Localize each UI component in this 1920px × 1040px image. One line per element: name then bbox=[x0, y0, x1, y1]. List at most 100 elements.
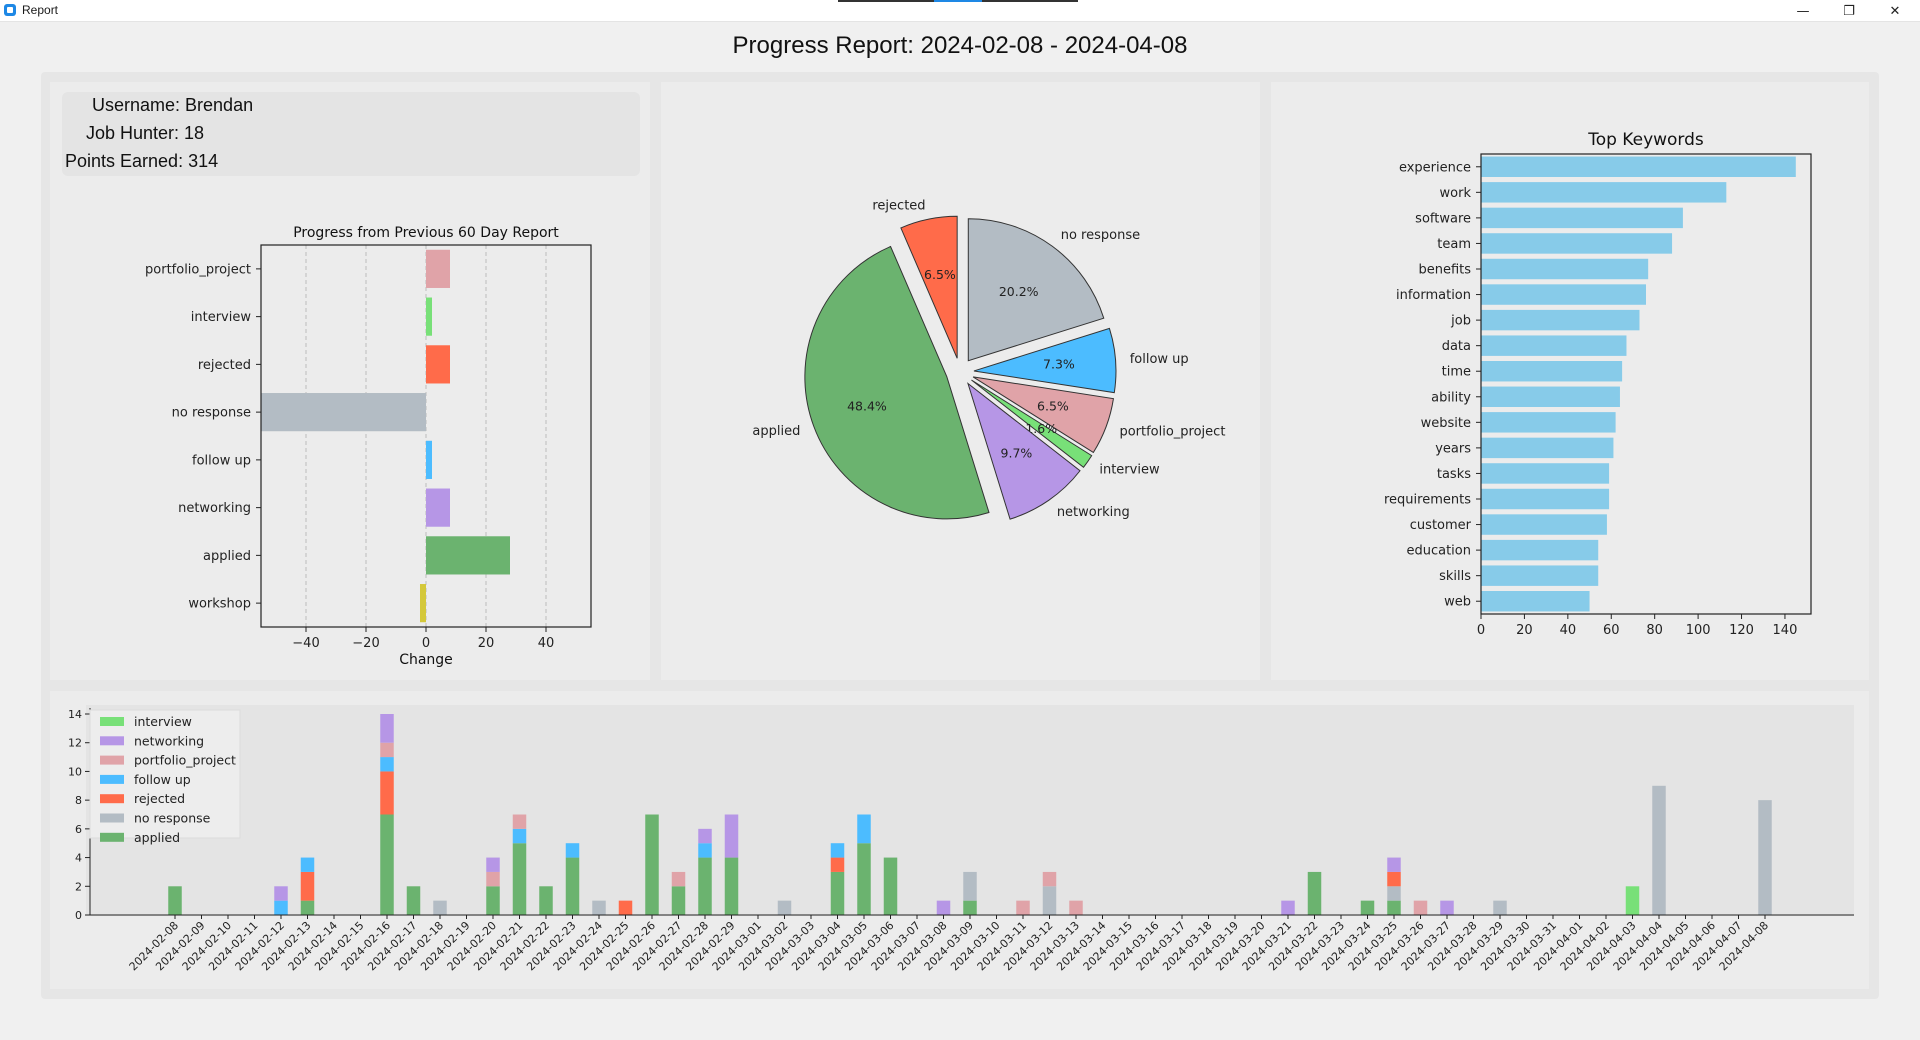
keyword-bar bbox=[1481, 539, 1599, 561]
restore-button[interactable]: ❐ bbox=[1826, 0, 1872, 22]
keyword-label: experience bbox=[1399, 160, 1471, 175]
report-title: Progress Report: 2024-02-08 - 2024-04-08 bbox=[732, 32, 1188, 59]
timeline-bar-segment bbox=[1360, 900, 1375, 915]
keyword-chart-title: Top Keywords bbox=[1587, 130, 1704, 150]
keyword-bar bbox=[1481, 284, 1646, 305]
legend-label: applied bbox=[134, 830, 180, 845]
keyword-bar bbox=[1481, 182, 1727, 203]
pie-percent-label: 7.3% bbox=[1043, 357, 1075, 372]
timeline-bar-segment bbox=[300, 871, 315, 901]
pie-slice-label: rejected bbox=[872, 198, 925, 213]
keyword-bar bbox=[1481, 412, 1616, 433]
close-button[interactable]: ✕ bbox=[1872, 0, 1918, 22]
timeline-ytick-label: 8 bbox=[75, 794, 82, 807]
progress-axes-frame bbox=[260, 244, 592, 628]
keyword-label: education bbox=[1406, 544, 1471, 559]
legend-label: interview bbox=[134, 714, 192, 729]
pie-slice bbox=[804, 245, 990, 520]
pie-percent-label: 48.4% bbox=[847, 398, 887, 413]
timeline-ytick-label: 12 bbox=[68, 737, 82, 750]
progress-xtick-label: −40 bbox=[292, 636, 319, 651]
keyword-xtick-label: 60 bbox=[1603, 623, 1620, 638]
timeline-bar-segment bbox=[486, 871, 500, 887]
progress-bar bbox=[420, 584, 426, 623]
progress-chart-title: Progress from Previous 60 Day Report bbox=[293, 225, 559, 241]
legend-swatch bbox=[100, 774, 124, 784]
timeline-bar-segment bbox=[1413, 900, 1428, 915]
timeline-bar-segment bbox=[857, 814, 871, 844]
timeline-bar-segment bbox=[565, 857, 580, 915]
keyword-xtick-label: 100 bbox=[1686, 623, 1711, 638]
timeline-bar-segment bbox=[963, 900, 977, 915]
keyword-xtick-label: 120 bbox=[1729, 623, 1754, 638]
legend-label: rejected bbox=[134, 791, 185, 806]
progress-category-label: no response bbox=[172, 406, 251, 421]
progress-category-label: rejected bbox=[198, 358, 251, 373]
pie-percent-label: 9.7% bbox=[1001, 446, 1033, 461]
timeline-bar-segment bbox=[1281, 900, 1295, 915]
timeline-bar-segment bbox=[1440, 900, 1454, 915]
keyword-bar bbox=[1481, 309, 1640, 331]
legend-label: portfolio_project bbox=[134, 753, 236, 768]
timeline-bar-segment bbox=[380, 814, 394, 915]
timeline-ytick-label: 14 bbox=[68, 708, 82, 721]
timeline-bar-segment bbox=[380, 771, 394, 815]
keyword-xtick-label: 80 bbox=[1646, 623, 1663, 638]
progress-bar bbox=[426, 536, 510, 575]
pie-slice-label: follow up bbox=[1130, 352, 1189, 367]
progress-category-label: workshop bbox=[188, 597, 251, 612]
timeline-bar-segment bbox=[1042, 871, 1057, 887]
timeline-bar-segment bbox=[380, 714, 394, 743]
timeline-bar-segment bbox=[592, 900, 606, 915]
minimize-button[interactable]: — bbox=[1780, 0, 1826, 22]
progress-bar bbox=[426, 345, 450, 384]
timeline-bar-segment bbox=[274, 886, 288, 901]
timeline-bar-segment bbox=[1069, 900, 1083, 915]
pie-slice bbox=[971, 379, 1093, 468]
timeline-bar-segment bbox=[724, 857, 739, 915]
timeline-bar-segment bbox=[857, 843, 871, 915]
progress-chart: −40 −20 0 20 40 portfolio_project interview rej… bbox=[145, 225, 592, 668]
rank-label: Job Hunter: 18 bbox=[86, 123, 205, 143]
keyword-label: ability bbox=[1431, 390, 1471, 405]
keyword-label: information bbox=[1396, 288, 1471, 303]
progress-xtick-label: −20 bbox=[352, 636, 379, 651]
keyword-label: software bbox=[1415, 211, 1471, 226]
pie-slice-label: portfolio_project bbox=[1119, 425, 1225, 440]
timeline-bar-segment bbox=[433, 900, 447, 915]
user-info-box: Username: Brendan Job Hunter: 18 Points … bbox=[62, 92, 640, 176]
keyword-xtick-label: 140 bbox=[1773, 623, 1798, 638]
pie-slice-label: applied bbox=[752, 424, 800, 439]
pie-slice bbox=[967, 382, 1081, 520]
keyword-bar bbox=[1481, 258, 1649, 280]
window-titlebar: Report — ❐ ✕ bbox=[0, 0, 1920, 22]
keyword-bar bbox=[1481, 361, 1623, 382]
progress-bar bbox=[426, 440, 432, 479]
timeline-ytick-label: 2 bbox=[75, 880, 82, 893]
timeline-bar-segment bbox=[1016, 900, 1030, 915]
legend-swatch bbox=[100, 755, 124, 765]
keyword-bar bbox=[1481, 437, 1614, 459]
progress-xtick-label: 20 bbox=[478, 636, 495, 651]
legend-label: follow up bbox=[134, 772, 191, 787]
timeline-bar-segment bbox=[380, 757, 394, 772]
progress-bar bbox=[426, 488, 450, 527]
app-icon bbox=[4, 4, 16, 16]
title-accent-line bbox=[838, 0, 1078, 2]
timeline-bar-segment bbox=[380, 742, 394, 758]
timeline-bar-segment bbox=[1042, 886, 1057, 915]
timeline-bar-segment bbox=[830, 857, 845, 872]
keyword-bar bbox=[1481, 207, 1683, 229]
timeline-bar-segment bbox=[539, 886, 553, 915]
keyword-bar bbox=[1481, 156, 1796, 177]
timeline-bar-segment bbox=[698, 828, 712, 844]
keyword-label: website bbox=[1421, 416, 1471, 431]
progress-xtick-label: 40 bbox=[538, 636, 555, 651]
username-label: Username: Brendan bbox=[92, 95, 254, 115]
timeline-bar-segment bbox=[1652, 785, 1666, 915]
timeline-bar-segment bbox=[830, 843, 845, 858]
timeline-bar-segment bbox=[1307, 871, 1322, 915]
legend-swatch bbox=[100, 813, 124, 823]
legend-swatch bbox=[100, 832, 124, 842]
pie-slice-label: interview bbox=[1099, 463, 1160, 478]
